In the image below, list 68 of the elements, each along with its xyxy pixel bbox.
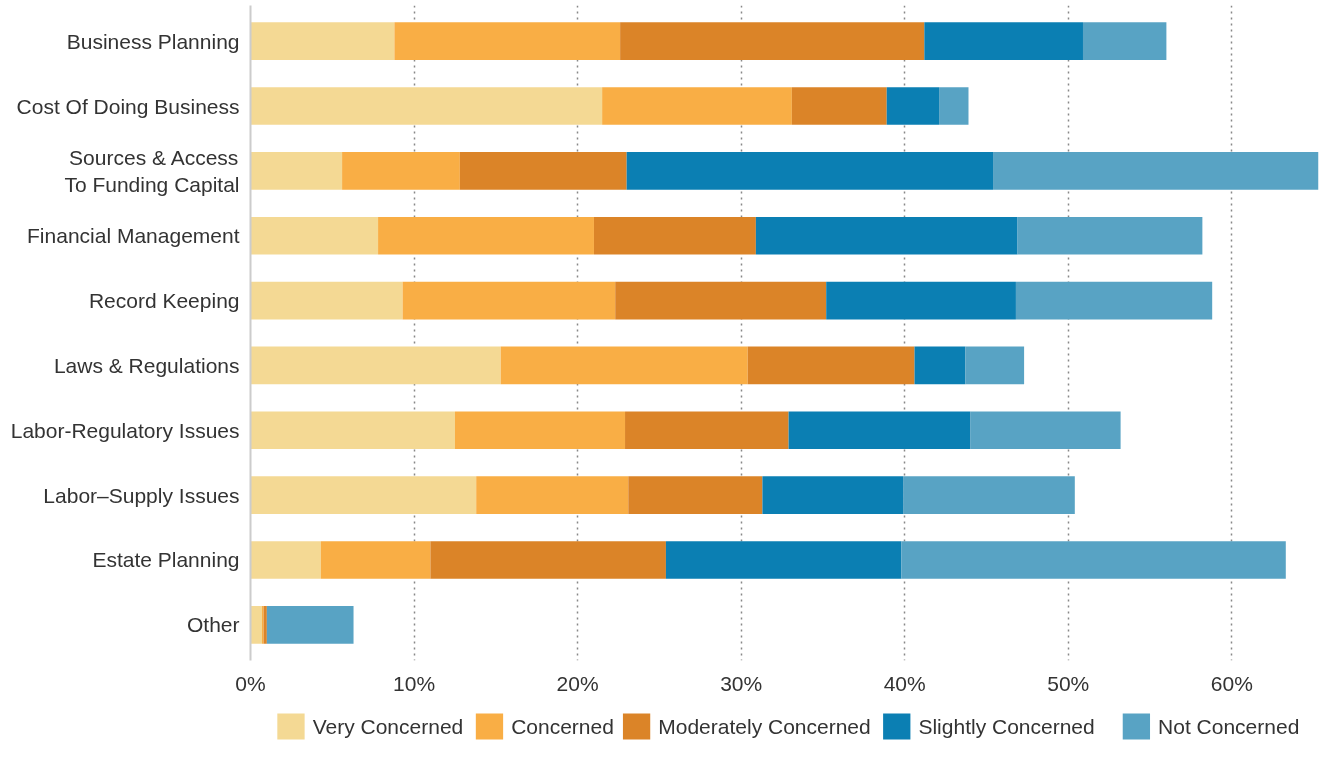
bar	[266, 606, 354, 644]
bar	[1082, 22, 1167, 60]
x-tick-label: 40%	[883, 671, 926, 695]
y-tick-label: Sources & Access To Funding Capital	[64, 145, 240, 197]
y-tick-label: Laws & Regulations	[53, 353, 240, 377]
bar	[1015, 281, 1213, 320]
bar	[250, 152, 343, 190]
x-tick-label: 10%	[393, 671, 436, 695]
y-tick-label: Business Planning	[66, 29, 240, 53]
bar	[626, 152, 994, 190]
x-tick-label: 50%	[1047, 671, 1090, 695]
bar	[901, 541, 1286, 579]
y-tick-label: Labor-Regulatory Issues	[10, 418, 240, 442]
x-tick-label: 30%	[720, 671, 763, 695]
bar	[970, 411, 1121, 450]
bar	[250, 22, 395, 60]
bar	[250, 87, 603, 125]
bar	[939, 87, 969, 125]
bar	[1017, 216, 1203, 255]
bar	[250, 216, 379, 255]
bar	[914, 346, 966, 385]
bar	[454, 411, 626, 450]
bar	[615, 281, 827, 320]
bar	[762, 476, 904, 514]
bar	[628, 476, 763, 514]
bar	[459, 152, 627, 190]
bar	[250, 476, 477, 514]
bar	[430, 541, 666, 579]
legend-label: Not Concerned	[1158, 715, 1300, 738]
bar	[965, 346, 1025, 385]
bar	[593, 216, 756, 255]
x-tick-label: 60%	[1210, 671, 1253, 695]
bar	[886, 87, 940, 125]
y-tick-label: Record Keeping	[88, 289, 240, 313]
y-tick-label: Labor–Supply Issues	[43, 483, 240, 507]
bar	[602, 87, 792, 125]
x-tick-label: 0%	[235, 671, 266, 695]
legend-label: Moderately Concerned	[658, 715, 871, 738]
bar	[250, 411, 455, 450]
y-tick-label: Other	[186, 613, 240, 637]
bar	[320, 541, 431, 579]
y-tick-label: Cost Of Doing Business	[16, 94, 240, 118]
bar	[826, 281, 1016, 320]
x-tick-label: 20%	[556, 671, 599, 695]
bar	[250, 346, 501, 385]
y-tick-label: Estate Planning	[92, 548, 240, 572]
bar	[402, 281, 616, 320]
bar	[924, 22, 1083, 60]
bar	[625, 411, 789, 450]
legend-label: Very Concerned	[312, 715, 464, 738]
bar	[378, 216, 594, 255]
bar	[747, 346, 915, 385]
bar	[791, 87, 887, 125]
bar	[755, 216, 1018, 255]
bar	[993, 152, 1319, 190]
bar	[250, 281, 403, 320]
bar	[788, 411, 971, 450]
legend-label: Slightly Concerned	[918, 715, 1095, 738]
bar	[476, 476, 629, 514]
bar	[250, 541, 321, 579]
bar	[500, 346, 748, 385]
y-tick-label: Financial Management	[27, 224, 240, 248]
legend-label: Concerned	[511, 715, 614, 738]
bar	[620, 22, 925, 60]
bar	[394, 22, 621, 60]
bar	[665, 541, 902, 579]
bar	[903, 476, 1075, 514]
bar	[342, 152, 460, 190]
